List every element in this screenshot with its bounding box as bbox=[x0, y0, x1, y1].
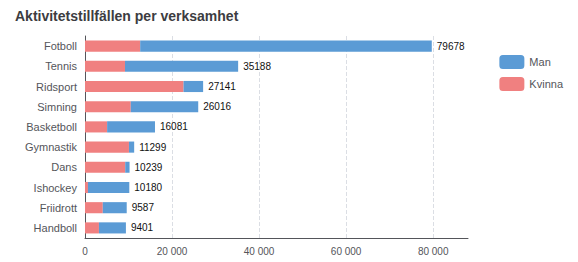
svg-text:Ishockey: Ishockey bbox=[34, 182, 78, 194]
svg-text:Basketboll: Basketboll bbox=[26, 121, 77, 133]
svg-text:Handboll: Handboll bbox=[34, 222, 77, 234]
svg-text:35188: 35188 bbox=[243, 61, 271, 72]
svg-text:9401: 9401 bbox=[131, 222, 154, 233]
svg-text:Kvinna: Kvinna bbox=[529, 78, 564, 90]
svg-text:Ridsport: Ridsport bbox=[36, 81, 77, 93]
svg-text:80 000: 80 000 bbox=[418, 246, 449, 257]
svg-text:9587: 9587 bbox=[132, 202, 155, 213]
svg-text:26016: 26016 bbox=[203, 101, 231, 112]
svg-text:10180: 10180 bbox=[134, 182, 162, 193]
svg-text:Simning: Simning bbox=[37, 101, 77, 113]
svg-text:40 000: 40 000 bbox=[244, 246, 275, 257]
svg-text:Tennis: Tennis bbox=[45, 60, 77, 72]
svg-text:16081: 16081 bbox=[160, 121, 188, 132]
svg-text:Aktivitetstillfällen per verks: Aktivitetstillfällen per verksamhet bbox=[15, 8, 239, 24]
svg-text:0: 0 bbox=[82, 246, 88, 257]
svg-text:20 000: 20 000 bbox=[157, 246, 188, 257]
svg-text:60 000: 60 000 bbox=[331, 246, 362, 257]
svg-text:Fotboll: Fotboll bbox=[44, 40, 77, 52]
svg-text:Man: Man bbox=[529, 56, 550, 68]
svg-text:79678: 79678 bbox=[437, 41, 465, 52]
svg-text:10239: 10239 bbox=[135, 162, 163, 173]
svg-text:11299: 11299 bbox=[139, 142, 167, 153]
svg-text:27141: 27141 bbox=[208, 81, 236, 92]
svg-text:Friidrott: Friidrott bbox=[40, 202, 77, 214]
svg-text:Dans: Dans bbox=[51, 161, 77, 173]
svg-text:Gymnastik: Gymnastik bbox=[25, 141, 77, 153]
